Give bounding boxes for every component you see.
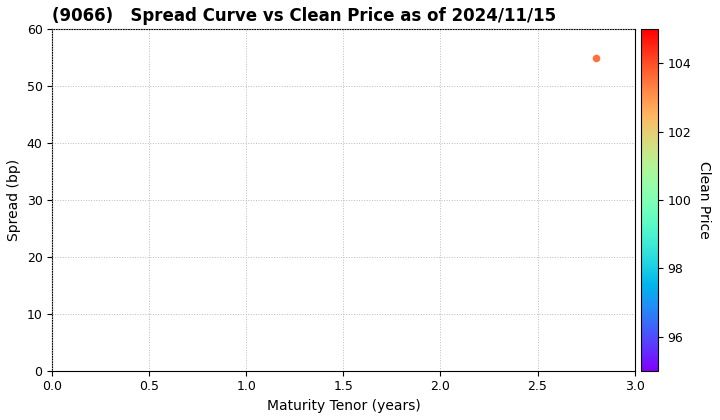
Y-axis label: Spread (bp): Spread (bp) (7, 159, 21, 241)
X-axis label: Maturity Tenor (years): Maturity Tenor (years) (266, 399, 420, 413)
Point (590, 54, 601, 61)
Text: (9066)   Spread Curve vs Clean Price as of 2024/11/15: (9066) Spread Curve vs Clean Price as of… (53, 7, 557, 25)
Y-axis label: Clean Price: Clean Price (697, 161, 711, 239)
